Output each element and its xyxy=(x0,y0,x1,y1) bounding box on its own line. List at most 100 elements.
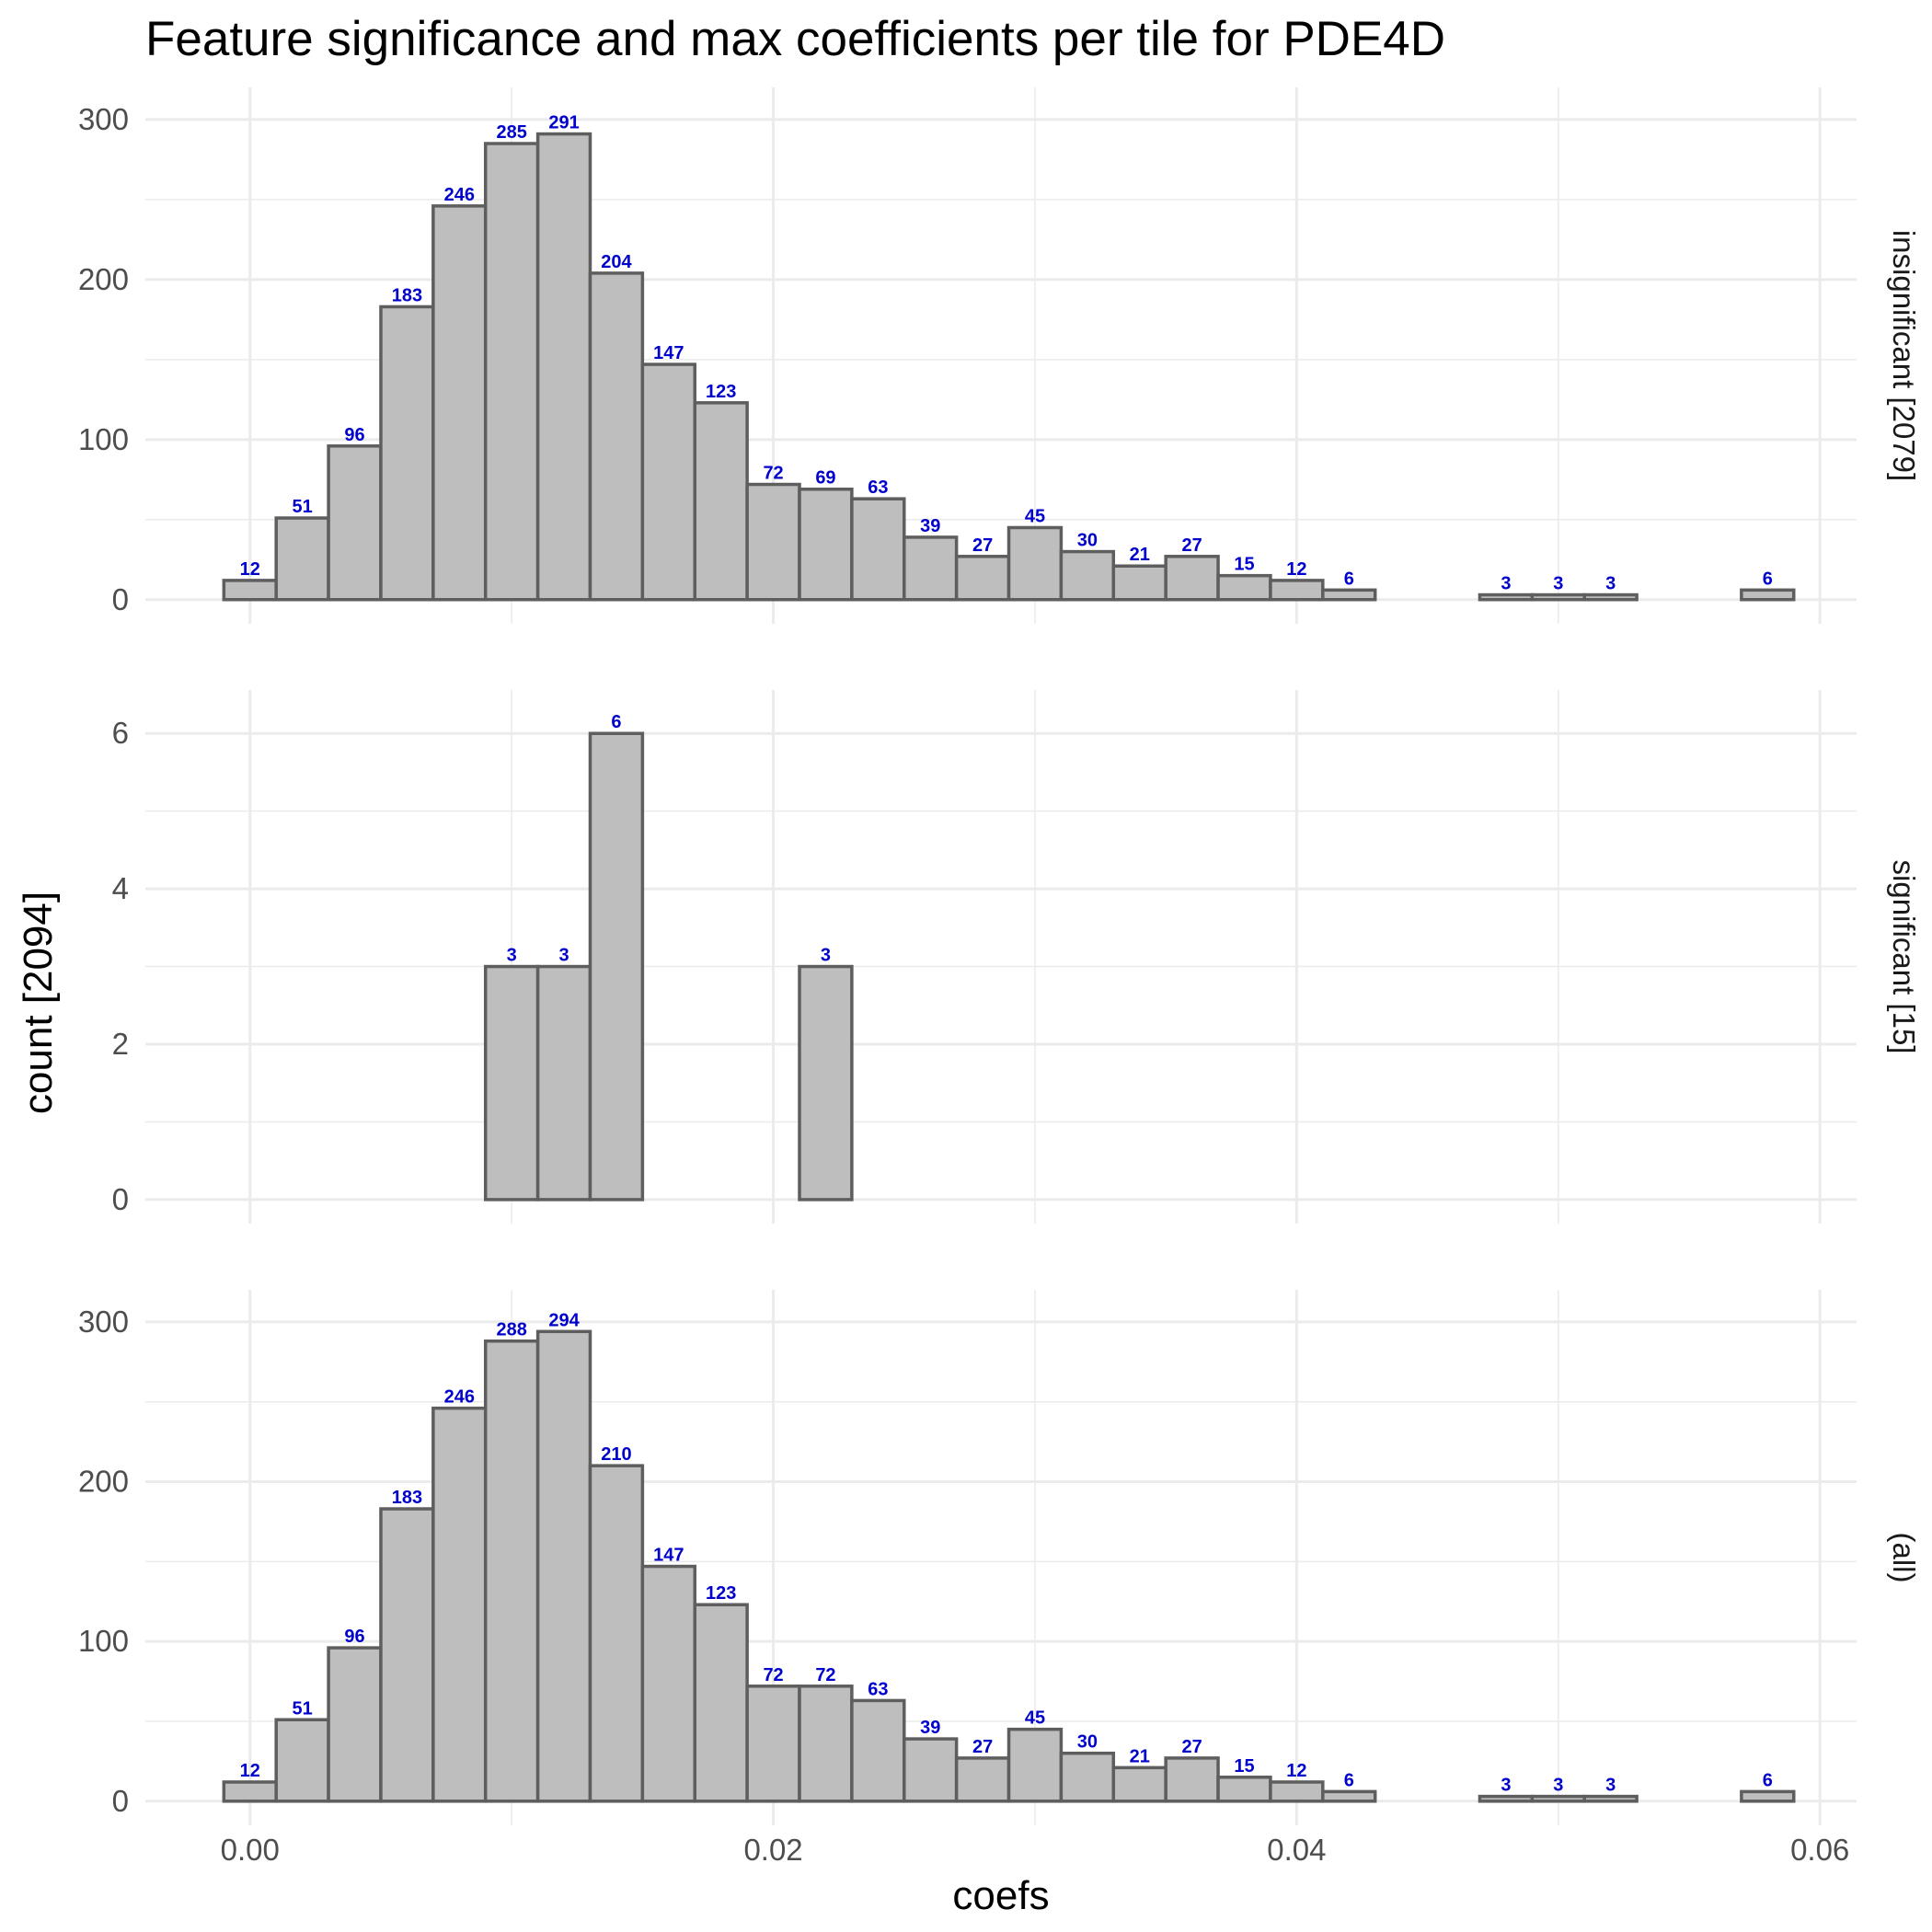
y-tick-label: 300 xyxy=(78,102,129,136)
histogram-bar xyxy=(1582,1794,1639,1803)
histogram-bar xyxy=(274,1718,330,1803)
bar-count-label: 27 xyxy=(972,535,993,556)
histogram-bar xyxy=(1530,592,1586,602)
histogram-bar xyxy=(1269,579,1325,602)
bar-count-label: 21 xyxy=(1130,545,1150,565)
bar-count-label: 147 xyxy=(653,343,684,363)
x-axis: 0.00 0.02 0.04 0.06 xyxy=(221,1833,1850,1867)
y-tick-label: 2 xyxy=(112,1027,129,1061)
bar-count-label: 21 xyxy=(1130,1746,1150,1766)
histogram-bar xyxy=(588,731,645,1202)
histogram-bar xyxy=(798,487,854,602)
histogram-bar xyxy=(640,1564,696,1803)
histogram-bar xyxy=(954,1756,1011,1803)
histogram-bar xyxy=(483,142,540,602)
y-tick-label: 200 xyxy=(78,262,129,296)
histogram-bar xyxy=(431,204,488,602)
histogram-bar xyxy=(693,401,749,602)
y-tick-label: 0 xyxy=(112,1784,129,1818)
histogram-bar xyxy=(588,271,645,602)
bar-count-label: 72 xyxy=(763,1665,783,1685)
bar-count-label: 3 xyxy=(1605,1776,1616,1796)
histogram-bar xyxy=(327,444,383,602)
bar-count-label: 291 xyxy=(548,113,579,133)
y-tick-label: 0 xyxy=(112,1182,129,1216)
y-tick-label: 6 xyxy=(112,716,129,750)
histogram-bar xyxy=(222,1780,278,1803)
y-tick-label: 300 xyxy=(78,1305,129,1339)
histogram-bar xyxy=(1006,525,1064,602)
bar-count-label: 63 xyxy=(868,477,888,498)
histogram-bar xyxy=(274,516,330,602)
bar-count-label: 3 xyxy=(1553,574,1563,594)
histogram-bar xyxy=(798,964,854,1202)
histogram-bar xyxy=(745,1685,801,1803)
histogram-bar xyxy=(850,497,906,602)
histogram-bar xyxy=(1111,564,1167,602)
bar-count-label: 12 xyxy=(1286,1761,1306,1781)
x-tick-label: 0.04 xyxy=(1267,1833,1326,1867)
histogram-bar xyxy=(1740,588,1796,602)
histogram-bar xyxy=(222,579,278,602)
histogram-bar xyxy=(1478,1794,1535,1803)
facet-strip-label: insignificant [2079] xyxy=(1887,230,1921,481)
histogram-bar xyxy=(954,555,1011,602)
bar-count-label: 3 xyxy=(558,946,569,966)
bar-count-label: 72 xyxy=(763,464,783,484)
bar-count-label: 123 xyxy=(706,382,736,402)
histogram-bar xyxy=(1321,588,1377,602)
bar-count-label: 288 xyxy=(496,1320,526,1340)
chart-title: Feature significance and max coefficient… xyxy=(145,12,1445,66)
bar-count-label: 294 xyxy=(548,1310,580,1330)
facet-strip-label: (all) xyxy=(1887,1533,1921,1583)
bar-count-label: 69 xyxy=(815,468,835,489)
bar-count-label: 3 xyxy=(1553,1776,1563,1796)
bar-count-label: 147 xyxy=(653,1546,684,1566)
histogram-bar xyxy=(1269,1780,1325,1803)
histogram-bar xyxy=(1740,1789,1796,1803)
histogram-bar xyxy=(431,1406,488,1803)
bar-count-label: 96 xyxy=(344,1627,364,1647)
x-tick-label: 0.06 xyxy=(1790,1833,1849,1867)
histogram-bar xyxy=(1530,1794,1586,1803)
histogram-bar xyxy=(588,1464,645,1803)
bar-count-label: 3 xyxy=(1501,574,1511,594)
bar-count-label: 204 xyxy=(601,252,632,272)
y-tick-label: 0 xyxy=(112,582,129,616)
bar-count-label: 123 xyxy=(706,1583,736,1604)
bar-count-label: 285 xyxy=(496,122,526,143)
y-tick-label: 200 xyxy=(78,1465,129,1499)
x-axis-title: coefs xyxy=(952,1873,1049,1918)
bar-count-label: 6 xyxy=(1763,1770,1773,1790)
bar-count-label: 15 xyxy=(1234,555,1254,575)
bar-count-label: 45 xyxy=(1025,1708,1045,1729)
bar-count-label: 3 xyxy=(1605,574,1616,594)
histogram-bar xyxy=(1321,1789,1377,1803)
bar-count-label: 51 xyxy=(293,1698,313,1719)
bar-count-label: 12 xyxy=(240,559,260,580)
histogram-bar xyxy=(1059,549,1116,602)
bar-count-label: 6 xyxy=(611,712,621,732)
bar-count-label: 3 xyxy=(821,946,831,966)
bar-count-label: 39 xyxy=(920,1718,940,1738)
histogram-bar xyxy=(745,482,801,602)
histogram-bar xyxy=(903,1737,959,1803)
bar-count-label: 3 xyxy=(507,946,517,966)
facet-panel-1: 0 2 4 6 3 3 6 3 significant [15] xyxy=(112,690,1921,1224)
y-tick-label: 4 xyxy=(112,871,129,905)
y-axis-title: count [2094] xyxy=(16,891,61,1114)
bar-count-label: 12 xyxy=(1286,559,1306,580)
bar-count-label: 183 xyxy=(392,1488,422,1508)
histogram-bar xyxy=(535,964,592,1202)
histogram-bar xyxy=(1216,573,1272,602)
histogram-bar xyxy=(798,1685,854,1803)
bar-count-label: 27 xyxy=(972,1737,993,1757)
histogram-bar xyxy=(483,1339,540,1803)
bar-count-label: 246 xyxy=(444,185,475,205)
histogram-bar xyxy=(1164,1756,1220,1803)
facet-strip-label: significant [15] xyxy=(1887,860,1921,1054)
